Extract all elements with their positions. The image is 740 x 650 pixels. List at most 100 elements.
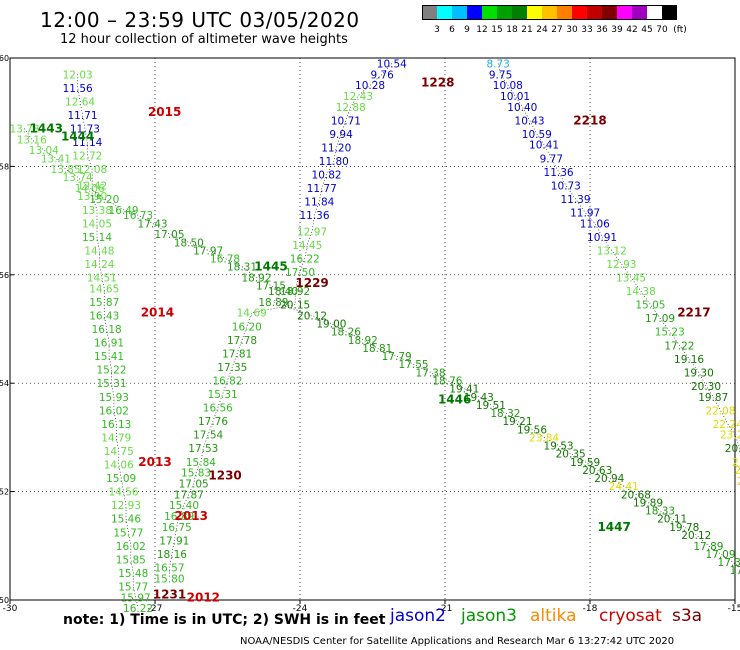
wave-height-value: 23.44 xyxy=(737,476,740,488)
legend-swatch xyxy=(452,5,467,20)
legend-label: 30 xyxy=(566,25,578,35)
wave-height-value: 14.24 xyxy=(84,259,114,271)
wave-height-value: 19.30 xyxy=(684,367,714,379)
wave-height-value: 13.16 xyxy=(17,134,47,146)
wave-height-value: 20.35 xyxy=(556,449,586,461)
wave-height-value: 13.45 xyxy=(616,273,646,285)
legend-swatch xyxy=(497,5,512,20)
legend-swatch xyxy=(542,5,557,20)
wave-height-value: 9.75 xyxy=(489,69,512,81)
wave-height-value: 20.68 xyxy=(621,489,651,501)
legend-swatch xyxy=(647,5,662,20)
wave-height-value: 10.91 xyxy=(587,232,617,244)
y-tick-label: 58 xyxy=(0,162,9,171)
wave-height-value: 11.56 xyxy=(63,83,93,95)
wave-height-value: 10.01 xyxy=(500,91,530,103)
legend-swatch xyxy=(527,5,542,20)
track-1443-line xyxy=(24,128,740,568)
wave-height-value: 12.93 xyxy=(606,259,636,271)
wave-height-value: 17.91 xyxy=(159,535,189,547)
pass-time-label: 1230 xyxy=(208,468,241,482)
wave-height-value: 15.80 xyxy=(154,573,184,585)
wave-height-value: 18.26 xyxy=(331,327,361,339)
wave-height-value: 17.54 xyxy=(193,430,223,442)
y-tick-label: 52 xyxy=(0,488,9,497)
x-tick-label: -18 xyxy=(583,604,598,614)
legend-label: 9 xyxy=(464,25,470,35)
map-title: 12:00 – 23:59 UTC 03/05/2020 xyxy=(40,8,360,32)
x-tick-label: -21 xyxy=(438,604,453,614)
wave-height-value: 15.23 xyxy=(655,327,685,339)
wave-height-value: 11.77 xyxy=(307,183,337,195)
legend-label: 70 xyxy=(656,25,668,35)
wave-height-value: 19.89 xyxy=(633,497,663,509)
wave-height-value: 10.54 xyxy=(377,58,407,70)
legend-swatch xyxy=(512,5,527,20)
wave-height-value: 13.78 xyxy=(9,123,39,135)
wave-height-value: 19.16 xyxy=(674,354,704,366)
wave-height-value: 17.22 xyxy=(664,340,694,352)
wave-height-value: 19.41 xyxy=(449,384,479,396)
y-tick-label: 54 xyxy=(0,379,9,388)
wave-height-value: 11.06 xyxy=(580,218,610,230)
wave-height-value: 14.69 xyxy=(237,308,267,320)
wave-height-value: 19.56 xyxy=(517,424,547,436)
wave-height-value: 16.56 xyxy=(203,403,233,415)
track-2218-line xyxy=(497,63,740,450)
wave-height-value: 15.05 xyxy=(635,300,665,312)
wave-height-value: 16.75 xyxy=(162,522,192,534)
legend-label: 21 xyxy=(521,25,533,35)
wave-height-value: 18.32 xyxy=(490,408,520,420)
legend-label: 33 xyxy=(581,25,593,35)
wave-height-value: 17.05 xyxy=(179,478,209,490)
legend-label: 6 xyxy=(449,25,455,35)
wave-height-value: 18.89 xyxy=(258,297,288,309)
wave-height-value: 15.97 xyxy=(121,592,151,604)
sat-label-altika: altika xyxy=(530,606,577,626)
wave-height-value: 15.83 xyxy=(181,468,211,480)
wave-height-value: 9.76 xyxy=(370,69,394,81)
pass-time-label: 2014 xyxy=(141,306,174,320)
legend-label: 42 xyxy=(626,25,638,35)
wave-height-value: 19.78 xyxy=(669,522,699,534)
wave-height-value: 10.82 xyxy=(312,170,342,182)
legend-swatch xyxy=(662,5,677,20)
wave-height-value: 17.54 xyxy=(730,565,740,577)
wave-height-value: 16.02 xyxy=(116,541,146,553)
wave-height-value: 16.22 xyxy=(290,254,320,266)
wave-height-value: 22.24 xyxy=(713,419,740,431)
wave-height-value: 13.04 xyxy=(29,145,59,157)
wave-height-value: 18.33 xyxy=(645,506,675,518)
wave-height-value: 16.22 xyxy=(123,603,153,615)
wave-height-value: 14.65 xyxy=(89,283,119,295)
wave-height-value: 13.12 xyxy=(597,245,627,257)
wave-height-value: 19.53 xyxy=(544,441,574,453)
wave-height-value: 22.43 xyxy=(734,465,740,477)
wave-height-value: 13.41 xyxy=(41,153,71,165)
legend-label: 36 xyxy=(596,25,608,35)
legend-label: 39 xyxy=(611,25,623,35)
y-tick-label: 60 xyxy=(0,54,9,63)
wave-height-value: 14.06 xyxy=(104,460,134,472)
wave-height-value: 12.72 xyxy=(72,151,102,163)
wave-height-value: 11.97 xyxy=(570,207,600,219)
wave-height-value: 23.84 xyxy=(529,432,559,444)
wave-height-value: 19.43 xyxy=(464,392,494,404)
legend-swatch xyxy=(422,5,437,20)
track-1228-line xyxy=(169,63,393,579)
wave-height-value: 18.92 xyxy=(280,286,310,298)
wave-height-value: 20.30 xyxy=(691,381,721,393)
wave-height-value: 18.76 xyxy=(432,375,462,387)
wave-height-value: 24.41 xyxy=(609,481,639,493)
legend-swatch xyxy=(467,5,482,20)
wave-height-value: 15.48 xyxy=(118,568,148,580)
wave-height-value: 16.82 xyxy=(212,375,242,387)
wave-height-value: 11.80 xyxy=(319,156,349,168)
wave-height-value: 19.51 xyxy=(476,400,506,412)
legend-label: 12 xyxy=(476,25,488,35)
wave-height-value: 15.40 xyxy=(169,500,199,512)
wave-height-value: 11.39 xyxy=(560,194,590,206)
wave-height-value: 16.43 xyxy=(89,310,119,322)
wave-height-value: 16.20 xyxy=(232,321,262,333)
pass-time-label: 1231 xyxy=(153,588,186,602)
